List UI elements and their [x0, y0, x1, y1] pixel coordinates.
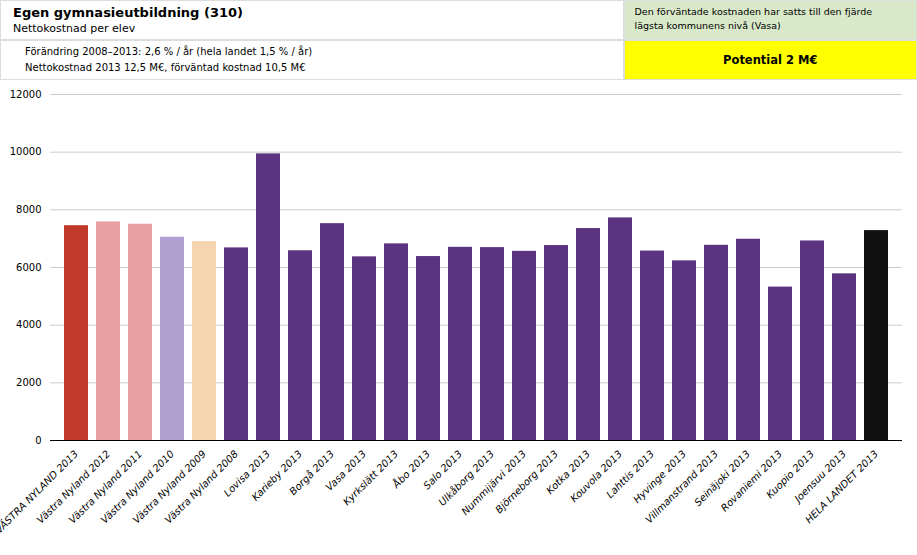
svg-text:Västra Nyland 2012: Västra Nyland 2012	[34, 448, 113, 526]
svg-text:Västra Nyland 2009: Västra Nyland 2009	[130, 448, 209, 526]
svg-text:Kuopio 2013: Kuopio 2013	[764, 448, 817, 501]
svg-text:Karieby 2013: Karieby 2013	[249, 448, 305, 503]
html-text:Potential 2 M€: Potential 2 M€	[723, 53, 818, 67]
html-text:Förändring 2008–2013: 2,6 % /: Förändring 2008–2013: 2,6 % / år (hela l…	[25, 46, 313, 57]
svg-text:12000: 12000	[10, 89, 42, 100]
svg-text:Salo 2013: Salo 2013	[421, 448, 465, 492]
svg-text:Vasa 2013: Vasa 2013	[323, 448, 369, 493]
html-text:Egen gymnasieutbildning (310): Egen gymnasieutbildning (310)	[13, 5, 243, 20]
svg-text:Villmanstrand 2013: Villmanstrand 2013	[643, 448, 721, 526]
html-text:Nettokostnad per elev: Nettokostnad per elev	[13, 22, 136, 35]
svg-text:Kouvola 2013: Kouvola 2013	[568, 448, 625, 505]
svg-text:Västra Nyland 2010: Västra Nyland 2010	[98, 448, 177, 526]
svg-text:10000: 10000	[10, 146, 42, 157]
svg-text:Rovaniemi 2013: Rovaniemi 2013	[718, 448, 785, 514]
svg-text:8000: 8000	[16, 204, 41, 215]
svg-text:Joensuu 2013: Joensuu 2013	[791, 448, 848, 505]
svg-text:0: 0	[35, 435, 41, 446]
svg-text:Lahttis 2013: Lahttis 2013	[604, 448, 657, 501]
svg-text:2000: 2000	[16, 377, 41, 388]
svg-text:Nummijärvi 2013: Nummijärvi 2013	[459, 448, 529, 518]
svg-text:Ulkåborg 2013: Ulkåborg 2013	[436, 448, 497, 509]
svg-text:HELA LANDET 2013: HELA LANDET 2013	[803, 448, 880, 525]
svg-text:Västra Nyland 2011: Västra Nyland 2011	[66, 448, 145, 526]
svg-text:6000: 6000	[16, 262, 41, 273]
html-text:Den förväntade kostnaden har s: Den förväntade kostnaden har satts till …	[634, 6, 873, 31]
svg-text:Västra Nyland 2008: Västra Nyland 2008	[162, 448, 241, 526]
svg-text:Borgå 2013: Borgå 2013	[287, 448, 337, 498]
svg-text:Kyrkslätt 2013: Kyrkslätt 2013	[341, 448, 400, 507]
svg-text:Björneborg 2013: Björneborg 2013	[493, 448, 561, 516]
svg-text:Hyvinge 2013: Hyvinge 2013	[631, 448, 688, 505]
svg-text:Åbo 2013: Åbo 2013	[390, 448, 433, 490]
svg-text:Lovisa 2013: Lovisa 2013	[221, 448, 273, 499]
svg-text:Kotka 2013: Kotka 2013	[544, 448, 593, 497]
svg-text:4000: 4000	[16, 319, 41, 330]
html-text:Nettokostnad 2013 12,5 M€, för: Nettokostnad 2013 12,5 M€, förväntad kos…	[25, 62, 306, 73]
svg-text:Seinäjoki 2013: Seinäjoki 2013	[692, 448, 752, 508]
